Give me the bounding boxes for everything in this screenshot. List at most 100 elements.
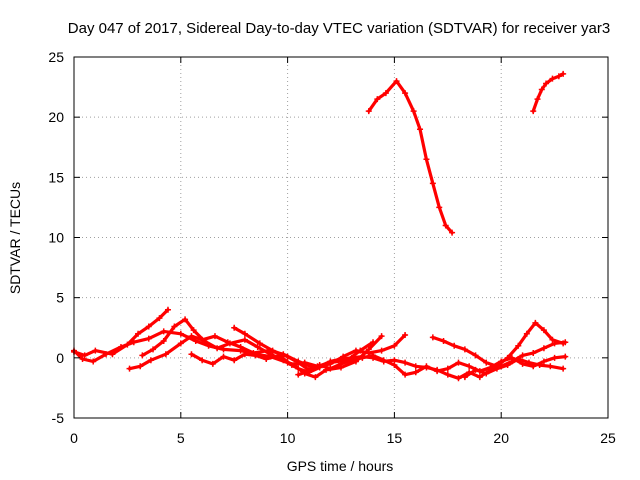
x-tick-label: 5 [177, 430, 185, 446]
data-point [423, 363, 430, 370]
data-point [150, 346, 157, 353]
data-point [241, 336, 248, 343]
y-tick-label: -5 [52, 410, 65, 426]
data-point [188, 333, 195, 340]
data-point [177, 330, 184, 337]
data-point [182, 316, 189, 323]
data-point [81, 352, 88, 359]
series-s11 [530, 70, 567, 115]
data-point [171, 323, 178, 330]
data-point [241, 330, 248, 337]
data-point [442, 222, 449, 229]
data-point [254, 344, 261, 351]
y-tick-label: 25 [48, 49, 64, 65]
y-tick-label: 10 [48, 230, 64, 246]
data-series-group [71, 70, 569, 382]
data-point [551, 354, 558, 361]
data-point [209, 360, 216, 367]
series-s7 [295, 352, 569, 378]
series-s4 [139, 316, 385, 381]
data-point [256, 340, 263, 347]
data-point [402, 331, 409, 338]
data-point [147, 357, 154, 364]
y-tick-label: 15 [48, 169, 64, 185]
data-point [231, 357, 238, 364]
data-point [137, 363, 144, 370]
data-point [412, 363, 419, 370]
data-point [378, 347, 385, 354]
data-point [288, 362, 295, 369]
data-point [429, 334, 436, 341]
data-point [301, 359, 308, 366]
data-point [434, 368, 441, 375]
data-point [391, 362, 398, 369]
data-point [483, 359, 490, 366]
y-tick-label: 20 [48, 109, 64, 125]
axis-ticks: 0 5 10 15 20 25 -5 0 5 10 15 20 25 [48, 49, 616, 446]
data-point [560, 365, 567, 372]
chart-title: Day 047 of 2017, Sidereal Day-to-day VTE… [68, 20, 610, 37]
data-point [562, 353, 569, 360]
series-s8 [429, 319, 567, 370]
data-point [117, 344, 124, 351]
data-point [380, 357, 387, 364]
data-point [103, 351, 110, 358]
data-point [126, 365, 133, 372]
data-point [429, 180, 436, 187]
data-point [214, 345, 221, 352]
data-point [160, 328, 167, 335]
data-point [515, 356, 522, 363]
data-point [540, 345, 547, 352]
data-point [536, 362, 543, 369]
data-point [164, 306, 171, 313]
data-point [455, 359, 462, 366]
data-point [444, 371, 451, 378]
data-point [391, 342, 398, 349]
data-point [237, 344, 244, 351]
data-point [269, 347, 276, 354]
data-point [555, 73, 562, 80]
data-point [402, 359, 409, 366]
data-point [374, 96, 381, 103]
data-point [211, 333, 218, 340]
data-point [393, 78, 400, 85]
data-point [316, 362, 323, 369]
data-point [295, 371, 302, 378]
data-point [455, 375, 462, 382]
data-point [534, 96, 541, 103]
data-point [130, 339, 137, 346]
data-point [515, 342, 522, 349]
x-tick-label: 25 [600, 430, 616, 446]
data-point [162, 351, 169, 358]
data-point [92, 347, 99, 354]
series-line-s4 [140, 317, 384, 379]
data-point [295, 359, 302, 366]
data-point [538, 86, 545, 93]
data-point [156, 315, 163, 322]
data-point [305, 368, 312, 375]
data-point [312, 374, 319, 381]
data-point [472, 352, 479, 359]
data-point [327, 358, 334, 365]
data-point [412, 369, 419, 376]
data-point [352, 347, 359, 354]
data-point [402, 90, 409, 97]
data-point [523, 330, 530, 337]
data-point [402, 371, 409, 378]
x-tick-label: 15 [387, 430, 403, 446]
data-point [519, 352, 526, 359]
data-point [549, 75, 556, 82]
data-point [135, 330, 142, 337]
data-point [252, 352, 259, 359]
data-point [348, 357, 355, 364]
y-axis-label: SDTVAR / TECUs [7, 182, 23, 294]
data-point [472, 366, 479, 373]
data-point [560, 340, 567, 347]
data-point [543, 80, 550, 87]
data-point [145, 323, 152, 330]
x-tick-label: 20 [493, 430, 509, 446]
data-point [504, 354, 511, 361]
series-s1 [71, 306, 171, 359]
x-tick-label: 0 [70, 430, 78, 446]
data-point [449, 229, 456, 236]
